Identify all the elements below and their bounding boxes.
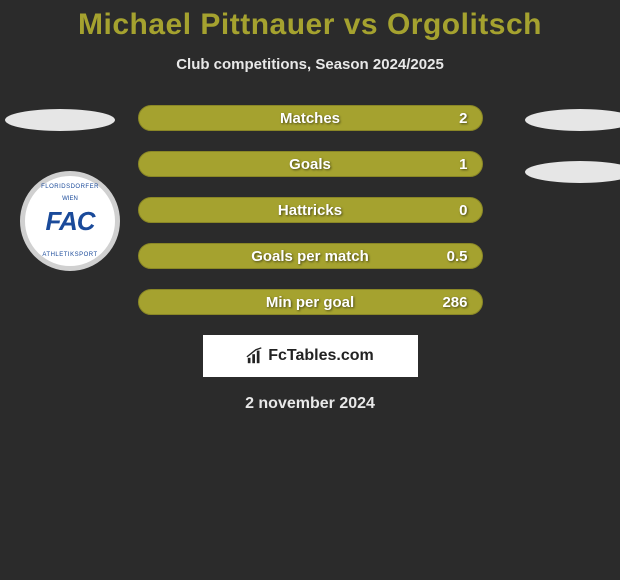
stat-label: Hattricks [278, 202, 342, 219]
club-badge: FLORIDSDORFER WIEN FAC ATHLETIKSPORT [20, 171, 120, 271]
club-badge-bottom-text: ATHLETIKSPORT [42, 252, 97, 258]
page-title: Michael Pittnauer vs Orgolitsch [0, 0, 620, 42]
stat-label: Goals [289, 156, 331, 173]
brand-banner[interactable]: FcTables.com [203, 335, 418, 377]
stat-label: Min per goal [266, 294, 354, 311]
stat-label: Matches [280, 110, 340, 127]
player-right-placeholder-2 [525, 161, 620, 183]
stat-value: 2 [459, 110, 467, 127]
player-right-placeholder-1 [525, 109, 620, 131]
stat-value: 1 [459, 156, 467, 173]
stat-row-matches: Matches 2 [138, 105, 483, 131]
comparison-card: Michael Pittnauer vs Orgolitsch Club com… [0, 0, 620, 413]
date-text: 2 november 2024 [0, 395, 620, 413]
stat-row-hattricks: Hattricks 0 [138, 197, 483, 223]
subtitle: Club competitions, Season 2024/2025 [0, 56, 620, 73]
club-badge-small-text: WIEN [62, 196, 78, 202]
club-badge-top-text: FLORIDSDORFER [41, 184, 99, 190]
main-area: FLORIDSDORFER WIEN FAC ATHLETIKSPORT Mat… [0, 105, 620, 413]
brand-text: FcTables.com [268, 347, 374, 365]
player-left-placeholder [5, 109, 115, 131]
bar-chart-icon [246, 347, 264, 365]
stat-value: 286 [442, 294, 467, 311]
stat-value: 0.5 [447, 248, 468, 265]
stat-row-goals-per-match: Goals per match 0.5 [138, 243, 483, 269]
stat-row-goals: Goals 1 [138, 151, 483, 177]
club-badge-center-text: FAC [46, 206, 95, 237]
stat-row-min-per-goal: Min per goal 286 [138, 289, 483, 315]
stats-bars: Matches 2 Goals 1 Hattricks 0 Goals per … [138, 105, 483, 315]
stat-value: 0 [459, 202, 467, 219]
stat-label: Goals per match [251, 248, 369, 265]
